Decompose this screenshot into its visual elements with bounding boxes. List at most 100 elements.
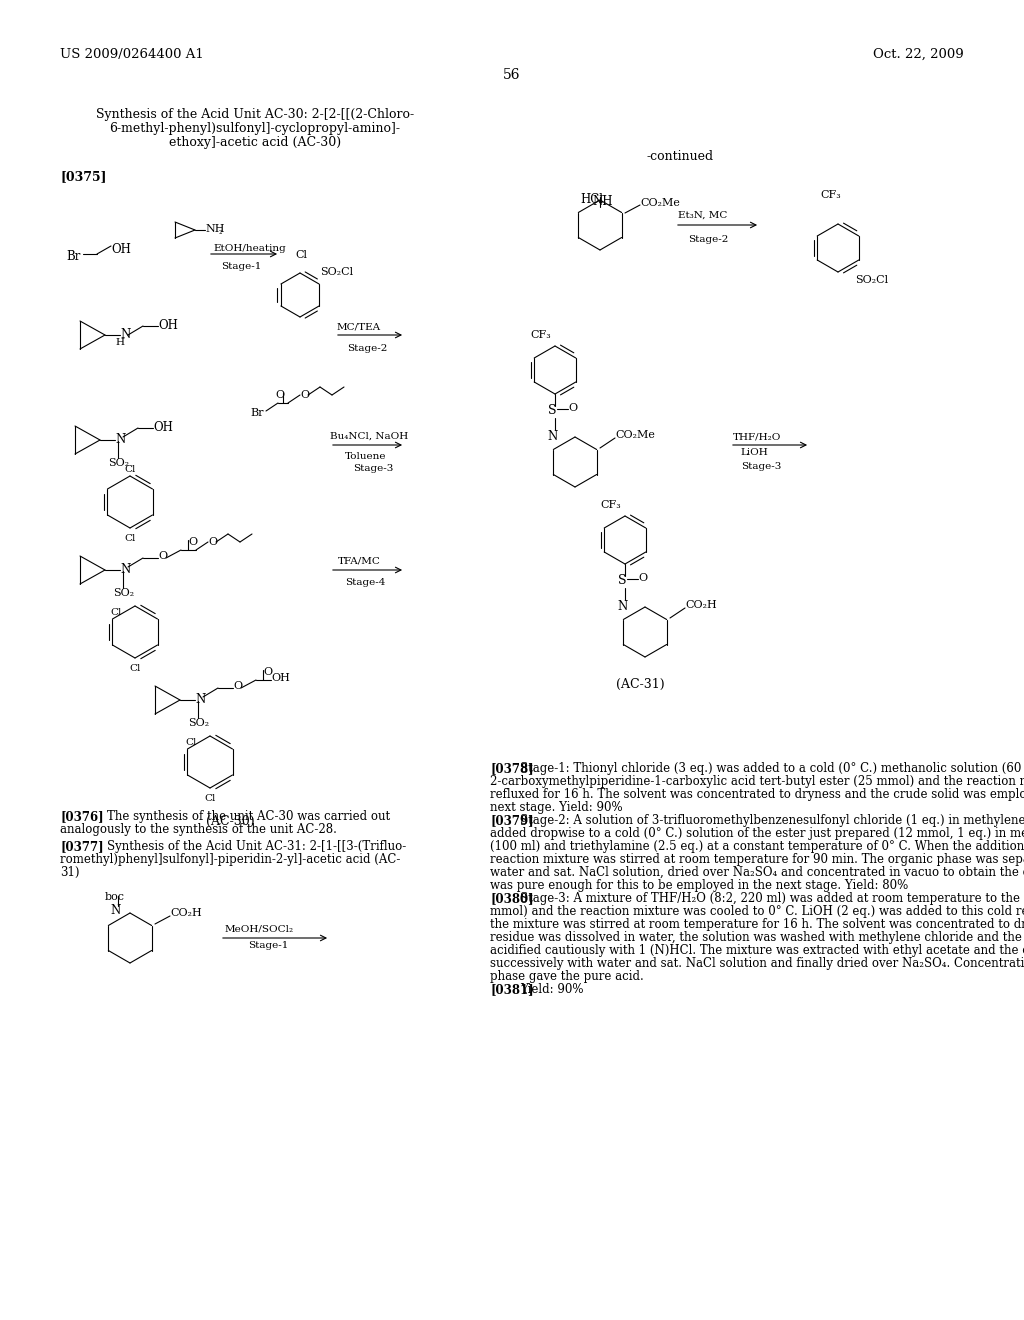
- Text: successively with water and sat. NaCl solution and finally dried over Na₂SO₄. Co: successively with water and sat. NaCl so…: [490, 957, 1024, 970]
- Text: Cl: Cl: [295, 249, 307, 260]
- Text: Stage-3: Stage-3: [741, 462, 781, 471]
- Text: MeOH/SOCl₂: MeOH/SOCl₂: [225, 924, 294, 933]
- Text: N: N: [110, 904, 120, 917]
- Text: Cl: Cl: [110, 609, 122, 616]
- Text: Cl: Cl: [205, 795, 216, 803]
- Text: S: S: [548, 404, 556, 417]
- Text: N: N: [547, 430, 557, 444]
- Text: O: O: [275, 389, 284, 400]
- Text: added dropwise to a cold (0° C.) solution of the ester just prepared (12 mmol, 1: added dropwise to a cold (0° C.) solutio…: [490, 828, 1024, 840]
- Text: reaction mixture was stirred at room temperature for 90 min. The organic phase w: reaction mixture was stirred at room tem…: [490, 853, 1024, 866]
- Text: mmol) and the reaction mixture was cooled to 0° C. LiOH (2 eq.) was added to thi: mmol) and the reaction mixture was coole…: [490, 906, 1024, 917]
- Text: Stage-2: Stage-2: [347, 345, 387, 352]
- Text: analogously to the synthesis of the unit AC-28.: analogously to the synthesis of the unit…: [60, 822, 337, 836]
- Text: [0378]: [0378]: [490, 762, 534, 775]
- Text: SO₂: SO₂: [108, 458, 129, 469]
- Text: Synthesis of the Acid Unit AC-31: 2-[1-[[3-(Trifluo-: Synthesis of the Acid Unit AC-31: 2-[1-[…: [106, 840, 407, 853]
- Text: SO₂Cl: SO₂Cl: [319, 267, 353, 277]
- Text: OH: OH: [153, 421, 173, 434]
- Text: O: O: [638, 573, 647, 583]
- Text: NH: NH: [592, 195, 612, 209]
- Text: Oct. 22, 2009: Oct. 22, 2009: [873, 48, 964, 61]
- Text: Stage-1: Stage-1: [221, 261, 261, 271]
- Text: Stage-3: A mixture of THF/H₂O (8:2, 220 ml) was added at room temperature to the: Stage-3: A mixture of THF/H₂O (8:2, 220 …: [520, 892, 1024, 906]
- Text: Yield: 90%: Yield: 90%: [520, 983, 584, 997]
- Text: Cl: Cl: [129, 664, 140, 673]
- Text: ₂: ₂: [219, 227, 222, 236]
- Text: SO₂: SO₂: [188, 718, 209, 729]
- Text: CO₂H: CO₂H: [170, 908, 202, 917]
- Text: N: N: [617, 601, 628, 612]
- Text: -continued: -continued: [646, 150, 714, 162]
- Text: Stage-3: Stage-3: [353, 465, 393, 473]
- Text: The synthesis of the unit AC-30 was carried out: The synthesis of the unit AC-30 was carr…: [106, 810, 390, 822]
- Text: SO₂: SO₂: [113, 587, 134, 598]
- Text: O: O: [188, 537, 198, 546]
- Text: LiOH: LiOH: [740, 447, 768, 457]
- Text: 56: 56: [503, 69, 521, 82]
- Text: O: O: [158, 550, 167, 561]
- Text: S: S: [618, 574, 627, 587]
- Text: residue was dissolved in water, the solution was washed with methylene chloride : residue was dissolved in water, the solu…: [490, 931, 1024, 944]
- Text: OH: OH: [111, 243, 131, 256]
- Text: Stage-2: Stage-2: [688, 235, 728, 244]
- Text: O: O: [568, 403, 578, 413]
- Text: MC/TEA: MC/TEA: [337, 323, 381, 333]
- Text: Toluene: Toluene: [345, 451, 386, 461]
- Text: HCl: HCl: [580, 193, 603, 206]
- Text: Stage-1: Stage-1: [248, 941, 289, 950]
- Text: Stage-4: Stage-4: [345, 578, 385, 587]
- Text: Bu₄NCl, NaOH: Bu₄NCl, NaOH: [330, 432, 409, 441]
- Text: US 2009/0264400 A1: US 2009/0264400 A1: [60, 48, 204, 61]
- Text: boc: boc: [105, 892, 125, 902]
- Text: Cl: Cl: [185, 738, 197, 747]
- Text: CF₃: CF₃: [820, 190, 841, 201]
- Text: N: N: [120, 564, 130, 576]
- Text: SO₂Cl: SO₂Cl: [855, 275, 888, 285]
- Text: THF/H₂O: THF/H₂O: [733, 432, 781, 441]
- Text: (AC-31): (AC-31): [615, 678, 665, 690]
- Text: Stage-2: A solution of 3-trifluoromethylbenzenesulfonyl chloride (1 eq.) in meth: Stage-2: A solution of 3-trifluoromethyl…: [520, 814, 1024, 828]
- Text: Br: Br: [66, 249, 80, 263]
- Text: H: H: [115, 338, 124, 347]
- Text: N: N: [115, 433, 125, 446]
- Text: phase gave the pure acid.: phase gave the pure acid.: [490, 970, 644, 983]
- Text: the mixture was stirred at room temperature for 16 h. The solvent was concentrat: the mixture was stirred at room temperat…: [490, 917, 1024, 931]
- Text: (AC-30): (AC-30): [206, 814, 254, 828]
- Text: N: N: [195, 693, 205, 706]
- Text: Et₃N, MC: Et₃N, MC: [678, 211, 727, 220]
- Text: next stage. Yield: 90%: next stage. Yield: 90%: [490, 801, 623, 814]
- Text: [0379]: [0379]: [490, 814, 534, 828]
- Text: romethyl)phenyl]sulfonyl]-piperidin-2-yl]-acetic acid (AC-: romethyl)phenyl]sulfonyl]-piperidin-2-yl…: [60, 853, 400, 866]
- Text: CF₃: CF₃: [530, 330, 551, 341]
- Text: OH: OH: [271, 673, 290, 682]
- Text: Stage-1: Thionyl chloride (3 eq.) was added to a cold (0° C.) methanolic solutio: Stage-1: Thionyl chloride (3 eq.) was ad…: [520, 762, 1024, 775]
- Text: OH: OH: [158, 319, 178, 333]
- Text: Cl: Cl: [124, 465, 136, 474]
- Text: CO₂Me: CO₂Me: [640, 198, 680, 209]
- Text: 2-carboxymethylpiperidine-1-carboxylic acid tert-butyl ester (25 mmol) and the r: 2-carboxymethylpiperidine-1-carboxylic a…: [490, 775, 1024, 788]
- Text: CF₃: CF₃: [600, 500, 621, 510]
- Text: CO₂Me: CO₂Me: [615, 430, 655, 440]
- Text: CO₂H: CO₂H: [685, 601, 717, 610]
- Text: 6-methyl-phenyl)sulfonyl]-cyclopropyl-amino]-: 6-methyl-phenyl)sulfonyl]-cyclopropyl-am…: [110, 121, 400, 135]
- Text: [0381]: [0381]: [490, 983, 534, 997]
- Text: O: O: [233, 681, 242, 690]
- Text: (100 ml) and triethylamine (2.5 eq.) at a constant temperature of 0° C. When the: (100 ml) and triethylamine (2.5 eq.) at …: [490, 840, 1024, 853]
- Text: N: N: [120, 327, 130, 341]
- Text: O: O: [300, 389, 309, 400]
- Text: [0376]: [0376]: [60, 810, 103, 822]
- Text: acidified cautiously with 1 (N)HCl. The mixture was extracted with ethyl acetate: acidified cautiously with 1 (N)HCl. The …: [490, 944, 1024, 957]
- Text: Br: Br: [250, 408, 263, 418]
- Text: Cl: Cl: [124, 535, 136, 543]
- Text: ethoxy]-acetic acid (AC-30): ethoxy]-acetic acid (AC-30): [169, 136, 341, 149]
- Text: Synthesis of the Acid Unit AC-30: 2-[2-[[(2-Chloro-: Synthesis of the Acid Unit AC-30: 2-[2-[…: [96, 108, 414, 121]
- Text: [0380]: [0380]: [490, 892, 534, 906]
- Text: O: O: [263, 667, 272, 677]
- Text: EtOH/heating: EtOH/heating: [213, 244, 286, 253]
- Text: NH: NH: [205, 224, 224, 234]
- Text: TFA/MC: TFA/MC: [338, 557, 381, 566]
- Text: [0377]: [0377]: [60, 840, 103, 853]
- Text: was pure enough for this to be employed in the next stage. Yield: 80%: was pure enough for this to be employed …: [490, 879, 908, 892]
- Text: refluxed for 16 h. The solvent was concentrated to dryness and the crude solid w: refluxed for 16 h. The solvent was conce…: [490, 788, 1024, 801]
